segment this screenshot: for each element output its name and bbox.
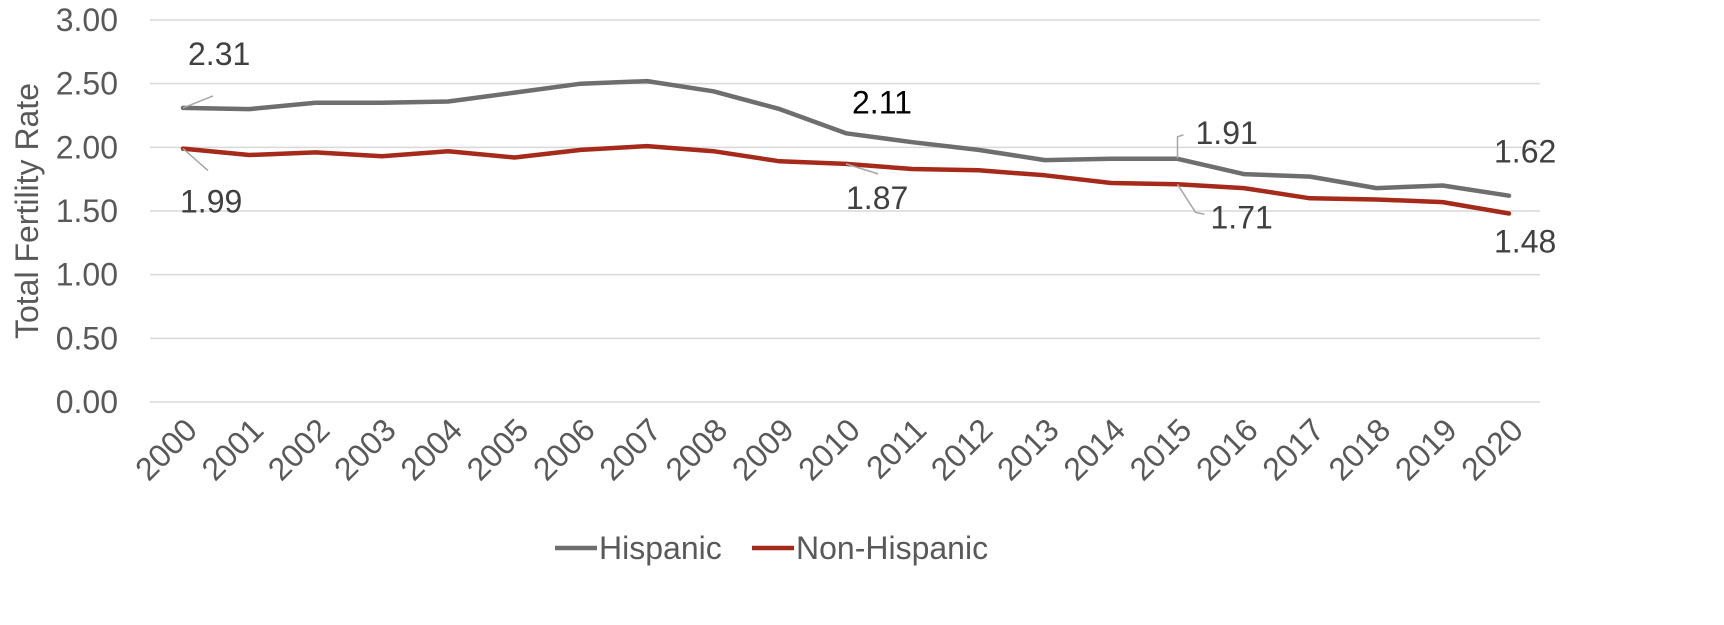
x-tick-label: 2020 — [1454, 411, 1530, 487]
data-labels: 2.31 1.99 2.11 1.87 1.91 1.71 1.62 1.48 — [180, 36, 1556, 260]
x-tick-label: 2002 — [261, 411, 337, 487]
y-tick-label: 1.50 — [56, 193, 118, 229]
label-leader-line — [845, 163, 879, 175]
label-leaders — [182, 95, 1205, 216]
data-label: 2.11 — [852, 84, 912, 120]
data-label: 1.99 — [180, 184, 242, 220]
x-tick-label: 2009 — [725, 411, 801, 487]
legend: Hispanic Non-Hispanic — [555, 530, 988, 566]
data-label: 1.91 — [1196, 115, 1258, 151]
x-tick-label: 2016 — [1189, 411, 1265, 487]
y-axis-label: Total Fertility Rate — [9, 83, 45, 339]
legend-label: Non-Hispanic — [796, 530, 988, 566]
x-tick-label: 2014 — [1056, 411, 1132, 487]
x-tick-label: 2000 — [128, 411, 204, 487]
gridlines — [150, 19, 1540, 403]
label-leader-line — [182, 148, 209, 172]
x-tick-label: 2010 — [791, 411, 867, 487]
y-tick-label: 2.50 — [56, 66, 118, 102]
label-leader-line — [182, 95, 214, 109]
data-label: 1.87 — [846, 180, 908, 216]
y-tick-label: 0.50 — [56, 320, 118, 356]
data-label: 1.48 — [1494, 224, 1556, 260]
x-tick-label: 2008 — [659, 411, 735, 487]
label-leader-line — [1176, 183, 1205, 216]
x-tick-label: 2019 — [1388, 411, 1464, 487]
y-tick-label: 1.00 — [56, 257, 118, 293]
legend-item-non-hispanic: Non-Hispanic — [752, 530, 988, 566]
x-tick-label: 2011 — [859, 411, 933, 485]
x-tick-label: 2001 — [194, 411, 270, 487]
x-tick-label: 2012 — [924, 411, 1000, 487]
x-tick-label: 2005 — [460, 411, 536, 487]
x-tick-label: 2007 — [592, 411, 668, 487]
series-line-hispanic — [180, 78, 1512, 198]
y-tick-label: 2.00 — [56, 129, 118, 165]
x-tick-label: 2015 — [1123, 411, 1199, 487]
y-tick-label: 0.00 — [56, 384, 118, 420]
legend-label: Hispanic — [599, 530, 722, 566]
x-tick-label: 2003 — [327, 411, 403, 487]
y-axis-ticks: 0.00 0.50 1.00 1.50 2.00 2.50 3.00 — [56, 2, 118, 420]
data-label: 2.31 — [188, 36, 250, 72]
x-tick-label: 2018 — [1322, 411, 1398, 487]
x-tick-label: 2017 — [1255, 411, 1331, 487]
legend-item-hispanic: Hispanic — [555, 530, 722, 566]
label-leader-line — [1176, 134, 1184, 159]
x-tick-label: 2004 — [393, 411, 469, 487]
y-tick-label: 3.00 — [56, 2, 118, 38]
data-label: 1.71 — [1211, 199, 1273, 235]
x-tick-label: 2006 — [526, 411, 602, 487]
data-label: 1.62 — [1494, 134, 1556, 170]
x-axis-ticks: 2000200120022003200420052006200720082009… — [128, 411, 1530, 487]
x-tick-label: 2013 — [990, 411, 1066, 487]
